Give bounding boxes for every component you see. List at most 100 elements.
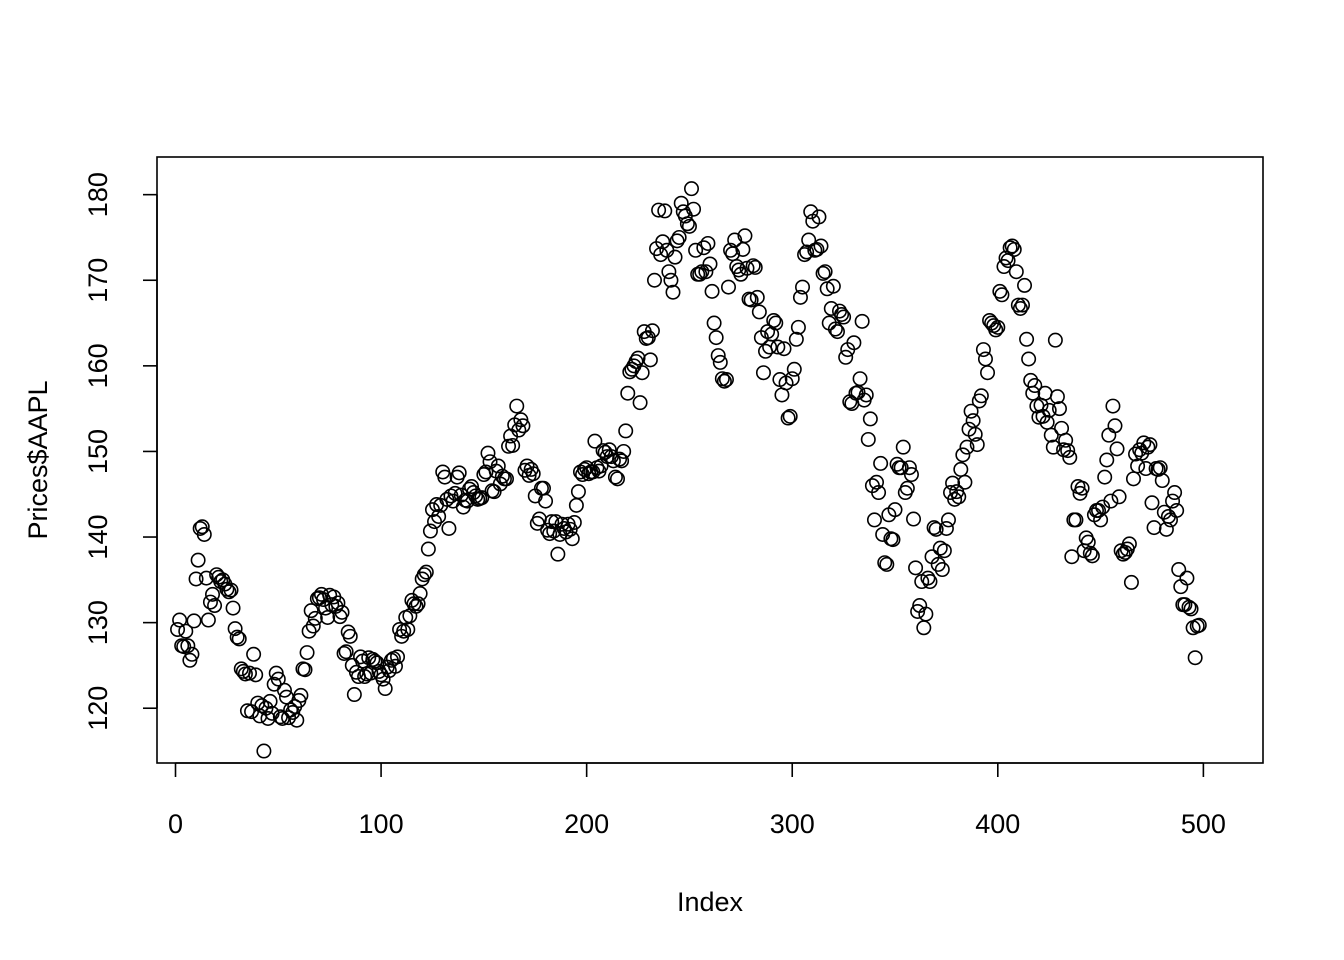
data-point (1097, 469, 1113, 485)
data-point (992, 283, 1008, 299)
data-point (862, 411, 878, 427)
data-point (823, 300, 839, 316)
data-point (505, 437, 521, 453)
data-point (1049, 389, 1065, 405)
data-point (696, 240, 712, 256)
data-point (632, 395, 648, 411)
data-point (1169, 502, 1185, 518)
data-point (934, 562, 950, 578)
x-tick-label: 300 (770, 809, 815, 839)
data-point (1082, 545, 1098, 561)
data-point (490, 458, 506, 474)
data-point (205, 586, 221, 602)
data-point (928, 521, 944, 537)
data-point (704, 283, 720, 299)
data-point (207, 598, 223, 614)
data-point (544, 514, 560, 530)
data-point (1058, 432, 1074, 448)
data-point (223, 582, 239, 598)
data-point (1010, 297, 1026, 313)
data-point (887, 502, 903, 518)
data-point (276, 682, 292, 698)
data-point (285, 704, 301, 720)
data-point (969, 437, 985, 453)
data-point (1144, 495, 1160, 511)
data-points (170, 181, 1207, 759)
data-point (371, 663, 387, 679)
data-point (663, 272, 679, 288)
data-point (184, 646, 200, 662)
data-point (708, 330, 724, 346)
data-point (727, 232, 743, 248)
data-point (955, 447, 971, 463)
data-point (231, 631, 247, 647)
data-point (538, 493, 554, 509)
data-point (657, 203, 673, 219)
data-point (792, 289, 808, 305)
data-point (899, 480, 915, 496)
data-point (688, 242, 704, 258)
data-point (908, 560, 924, 576)
data-point (1140, 439, 1156, 455)
data-point (614, 453, 630, 469)
data-point (957, 474, 973, 490)
data-point (871, 485, 887, 501)
data-point (893, 460, 909, 476)
data-point (665, 284, 681, 300)
data-point (854, 313, 870, 329)
data-point (920, 570, 936, 586)
data-point (1012, 300, 1028, 316)
data-point (1084, 548, 1100, 564)
data-point (686, 201, 702, 217)
data-point (1064, 549, 1080, 565)
data-point (694, 264, 710, 280)
data-point (377, 681, 393, 697)
data-point (706, 315, 722, 331)
data-point (1187, 650, 1203, 666)
data-point (1047, 332, 1063, 348)
data-point (346, 687, 362, 703)
data-point (367, 653, 383, 669)
data-point (338, 644, 354, 660)
data-point (838, 349, 854, 365)
data-point (737, 228, 753, 244)
data-point (474, 490, 490, 506)
data-point (182, 652, 198, 668)
data-point (172, 612, 188, 628)
data-point (702, 256, 718, 272)
data-point (605, 453, 621, 469)
data-point (994, 287, 1010, 303)
data-point (194, 519, 210, 535)
data-point (246, 646, 262, 662)
data-point (511, 422, 527, 438)
data-point (447, 485, 463, 501)
data-point (1142, 437, 1158, 453)
data-point (729, 259, 745, 275)
data-point (410, 596, 426, 612)
x-tick-label: 0 (168, 809, 183, 839)
data-point (945, 475, 961, 491)
data-point (390, 649, 406, 665)
data-point (1051, 401, 1067, 417)
data-point (885, 532, 901, 548)
data-point (990, 319, 1006, 335)
x-axis-label: Index (677, 887, 744, 917)
data-point (877, 555, 893, 571)
data-point (248, 667, 264, 683)
data-point (936, 543, 952, 559)
data-point (829, 324, 845, 340)
data-point (858, 387, 874, 403)
data-point (679, 216, 695, 232)
data-point (895, 439, 911, 455)
data-point (427, 514, 443, 530)
data-point (1125, 471, 1141, 487)
data-point (811, 209, 827, 225)
data-point (846, 335, 862, 351)
data-point (813, 238, 829, 254)
data-point (965, 413, 981, 429)
data-point (1128, 446, 1144, 462)
data-point (1043, 427, 1059, 443)
data-point (655, 234, 671, 250)
data-point (809, 241, 825, 257)
data-point (170, 621, 186, 637)
